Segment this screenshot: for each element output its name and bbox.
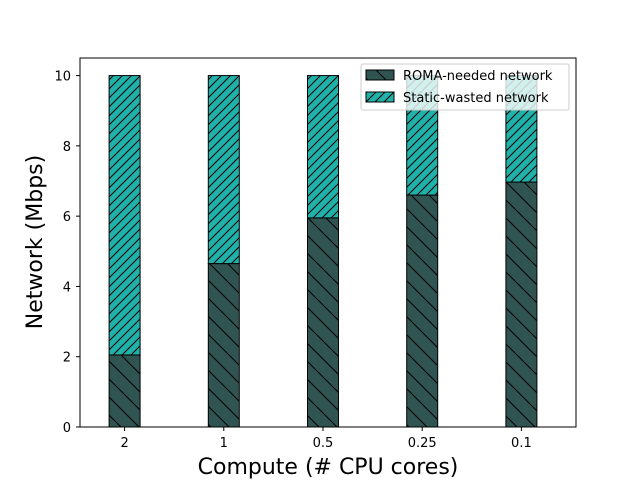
x-tick-label: 0.1 bbox=[511, 436, 532, 451]
bar-roma-needed-0.1 bbox=[505, 181, 538, 428]
bar-roma-needed-2 bbox=[108, 354, 141, 428]
bar-roma-needed-1 bbox=[207, 263, 240, 428]
bar-hatch bbox=[307, 75, 339, 219]
y-tick-label: 6 bbox=[63, 210, 71, 225]
bar-hatch bbox=[307, 217, 339, 428]
bar-hatch bbox=[406, 194, 439, 428]
bar-hatch bbox=[505, 181, 538, 428]
bar-hatch bbox=[108, 354, 141, 428]
legend-label-roma-needed: ROMA-needed network bbox=[403, 69, 553, 84]
x-tick-label: 0.5 bbox=[313, 436, 334, 451]
bar-static-wasted-0.5 bbox=[307, 75, 339, 219]
legend: ROMA-needed network Static-wasted networ… bbox=[360, 63, 570, 111]
y-tick-label: 4 bbox=[63, 280, 71, 295]
bar-hatch bbox=[108, 75, 141, 356]
y-axis-title: Network (Mbps) bbox=[23, 155, 48, 329]
y-tick-label: 0 bbox=[63, 421, 71, 436]
x-tick-label: 2 bbox=[120, 436, 128, 451]
bar-hatch bbox=[207, 75, 240, 265]
bar-hatch bbox=[207, 263, 240, 428]
y-tick-label: 10 bbox=[54, 70, 71, 85]
legend-swatch-static-wasted-hatch bbox=[366, 92, 394, 102]
bar-roma-needed-0.5 bbox=[307, 217, 339, 428]
y-tick-label: 8 bbox=[63, 140, 71, 155]
legend-box bbox=[360, 63, 570, 111]
legend-swatch-roma-needed-hatch bbox=[366, 70, 394, 80]
bar-static-wasted-2 bbox=[108, 75, 141, 356]
x-axis-title: Compute (# CPU cores) bbox=[198, 455, 459, 480]
x-tick-label: 1 bbox=[220, 436, 228, 451]
plot-frame bbox=[79, 57, 577, 428]
y-tick-label: 2 bbox=[63, 351, 71, 366]
x-tick-label: 0.25 bbox=[408, 436, 437, 451]
legend-label-static-wasted: Static-wasted network bbox=[403, 91, 549, 106]
bar-roma-needed-0.25 bbox=[406, 194, 439, 428]
bar-static-wasted-1 bbox=[207, 75, 240, 265]
